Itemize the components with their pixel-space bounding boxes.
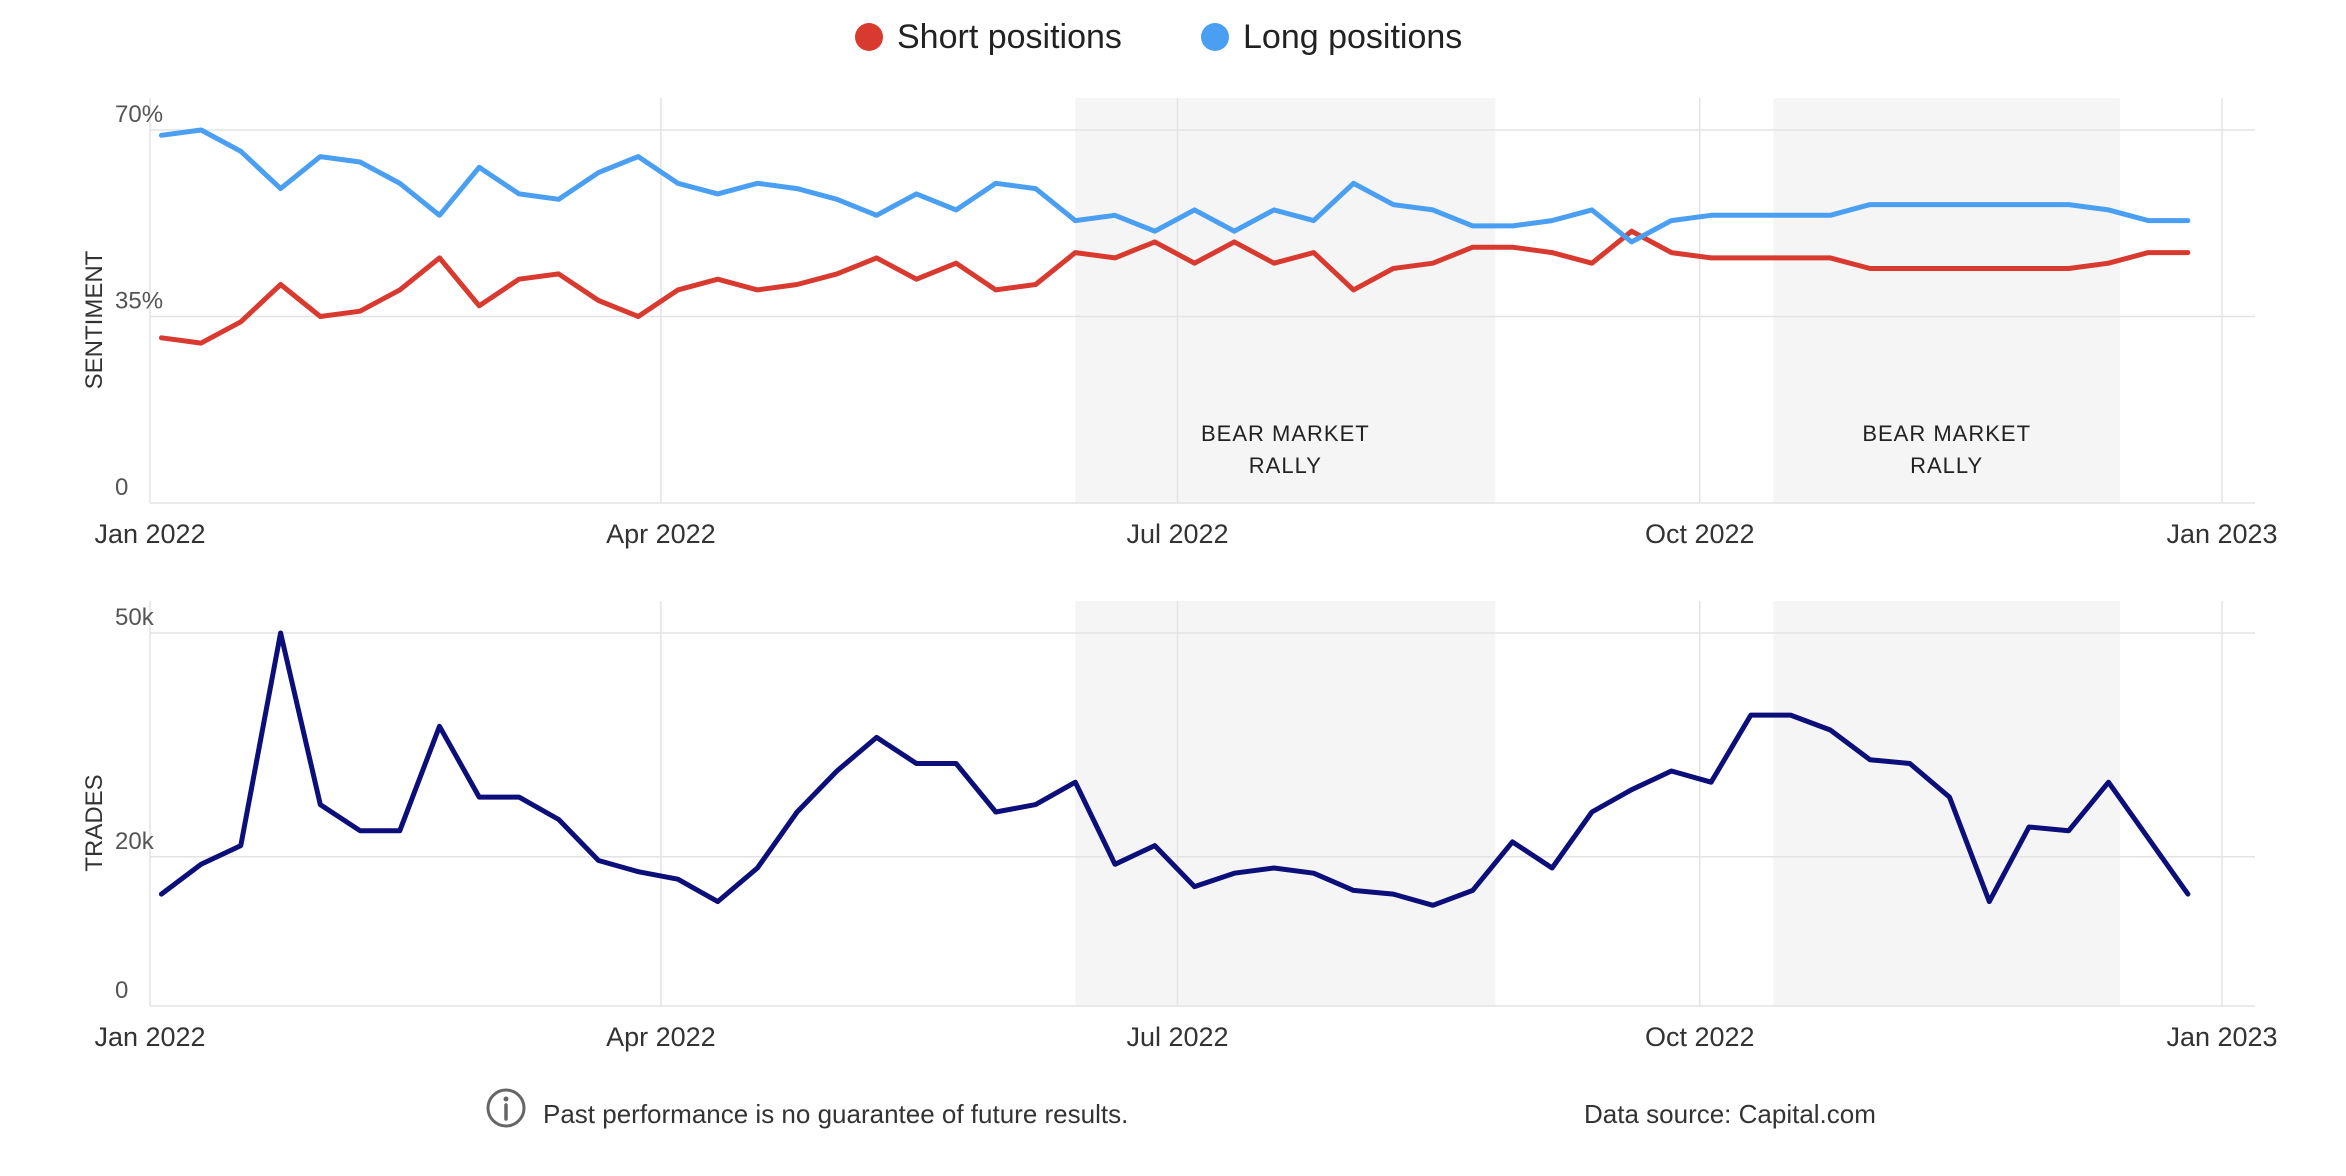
bot-y-tick-label: 0 bbox=[115, 977, 128, 1004]
trades-series bbox=[158, 630, 2191, 908]
bear-market-rally-label-2-line2: RALLY bbox=[1910, 453, 1983, 478]
legend-short-label: Short positions bbox=[897, 18, 1122, 56]
bot-x-tick-label: Jan 2022 bbox=[94, 1022, 205, 1052]
sentiment-panel: BEAR MARKET RALLY BEAR MARKET RALLY SENTIME… bbox=[81, 98, 2278, 549]
trades-shading bbox=[1075, 601, 2120, 1006]
top-x-tick-label: Jan 2023 bbox=[2166, 519, 2277, 549]
bear-market-rally-band-1 bbox=[1075, 98, 1496, 503]
sentiment-shading: BEAR MARKET RALLY BEAR MARKET RALLY bbox=[1075, 98, 2120, 503]
trades-line bbox=[158, 630, 2191, 908]
long-positions-line bbox=[158, 127, 2191, 245]
top-y-tick-label: 0 bbox=[115, 474, 128, 501]
bear-market-rally-band-2 bbox=[1773, 601, 2120, 1006]
footer: Past performance is no guarantee of futu… bbox=[486, 1088, 1876, 1129]
top-x-tick-label: Oct 2022 bbox=[1645, 519, 1755, 549]
sentiment-grid bbox=[149, 98, 2255, 504]
bot-x-tick-label: Jul 2022 bbox=[1126, 1022, 1228, 1052]
bear-market-rally-band-1 bbox=[1075, 601, 1496, 1006]
legend: Short positions Long positions bbox=[855, 18, 1462, 56]
disclaimer-text: Past performance is no guarantee of futu… bbox=[543, 1099, 1128, 1129]
sentiment-series bbox=[158, 127, 2191, 346]
trades-x-ticks: Jan 2022 Apr 2022 Jul 2022 Oct 2022 Jan 2023 bbox=[94, 1022, 2277, 1052]
bear-market-rally-label-1-line2: RALLY bbox=[1249, 453, 1322, 478]
short-positions-line bbox=[158, 228, 2191, 346]
sentiment-x-ticks: Jan 2022 Apr 2022 Jul 2022 Oct 2022 Jan 2023 bbox=[94, 519, 2277, 549]
sentiment-y-axis-title: SENTIMENT bbox=[81, 250, 108, 389]
bot-y-tick-label: 20k bbox=[115, 828, 155, 855]
trades-y-axis-title: TRADES bbox=[81, 774, 108, 871]
trades-grid bbox=[149, 601, 2255, 1007]
legend-long-label: Long positions bbox=[1243, 18, 1462, 56]
bear-market-rally-band-2 bbox=[1773, 98, 2120, 503]
bot-x-tick-label: Oct 2022 bbox=[1645, 1022, 1755, 1052]
top-x-tick-label: Apr 2022 bbox=[606, 519, 716, 549]
top-x-tick-label: Jan 2022 bbox=[94, 519, 205, 549]
sentiment-y-ticks: 0 35% 70% bbox=[115, 101, 163, 501]
top-y-tick-label: 70% bbox=[115, 101, 163, 128]
bear-market-rally-label-2-line1: BEAR MARKET bbox=[1862, 421, 2031, 446]
bot-x-tick-label: Jan 2023 bbox=[2166, 1022, 2277, 1052]
info-circle-icon[interactable] bbox=[486, 1088, 526, 1128]
legend-short-marker bbox=[855, 23, 883, 51]
trades-panel: TRADES 0 20k 50k Jan 2022 Apr 2022 Jul 2022 O… bbox=[81, 601, 2278, 1052]
bot-y-tick-label: 50k bbox=[115, 604, 155, 631]
trades-y-ticks: 0 20k 50k bbox=[115, 604, 155, 1004]
bear-market-rally-label-1-line1: BEAR MARKET bbox=[1201, 421, 1370, 446]
top-x-tick-label: Jul 2022 bbox=[1126, 519, 1228, 549]
data-source-text: Data source: Capital.com bbox=[1584, 1099, 1876, 1129]
legend-long-marker bbox=[1201, 23, 1229, 51]
top-y-tick-label: 35% bbox=[115, 288, 163, 315]
bot-x-tick-label: Apr 2022 bbox=[606, 1022, 716, 1052]
